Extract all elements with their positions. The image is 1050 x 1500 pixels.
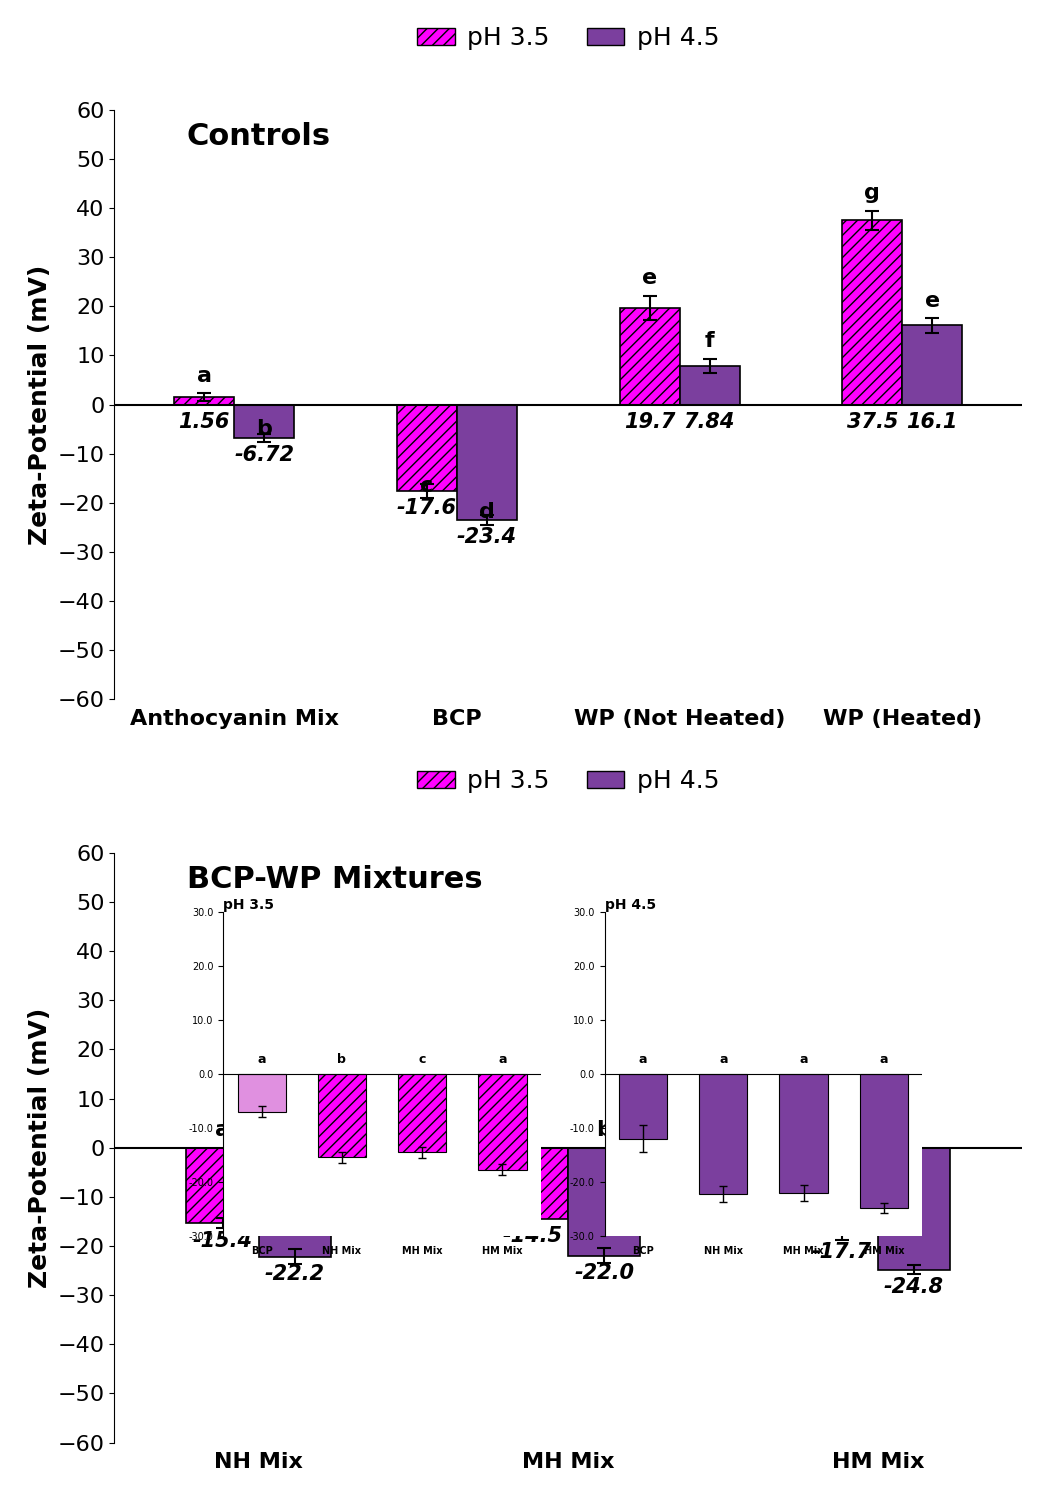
Text: -15.4: -15.4 — [192, 1230, 253, 1251]
Text: b: b — [596, 1120, 612, 1140]
Text: c: c — [420, 476, 434, 496]
Text: a: a — [525, 1120, 540, 1140]
Text: c: c — [835, 1120, 848, 1140]
Text: g: g — [864, 183, 880, 203]
Text: BCP-WP Mixtures: BCP-WP Mixtures — [187, 864, 482, 894]
Text: -23.4: -23.4 — [457, 526, 517, 548]
Bar — [842, 220, 902, 405]
Y-axis label: Zeta-Potential (mV): Zeta-Potential (mV) — [27, 264, 51, 544]
Text: -14.5: -14.5 — [502, 1227, 562, 1246]
Text: -24.8: -24.8 — [884, 1276, 944, 1298]
Bar — [258, 1148, 331, 1257]
Bar — [902, 326, 962, 405]
Text: 1.56: 1.56 — [178, 413, 230, 432]
Text: Controls: Controls — [187, 122, 331, 150]
Text: a: a — [215, 1120, 230, 1140]
Text: 37.5: 37.5 — [846, 413, 898, 432]
Legend: pH 3.5, pH 4.5: pH 3.5, pH 4.5 — [407, 16, 730, 60]
Text: d: d — [906, 1120, 922, 1140]
Bar — [496, 1148, 568, 1220]
Text: -22.0: -22.0 — [574, 1263, 634, 1282]
Text: f: f — [705, 332, 714, 351]
Text: d: d — [479, 503, 495, 522]
Bar — [457, 405, 517, 519]
Text: 16.1: 16.1 — [906, 413, 958, 432]
Y-axis label: Zeta-Potential (mV): Zeta-Potential (mV) — [27, 1008, 51, 1288]
Text: e: e — [642, 268, 657, 288]
Text: b: b — [287, 1120, 302, 1140]
Text: -17.7: -17.7 — [812, 1242, 871, 1262]
Legend: pH 3.5, pH 4.5: pH 3.5, pH 4.5 — [407, 759, 730, 802]
Text: a: a — [196, 366, 212, 386]
Bar — [679, 366, 739, 405]
Text: -6.72: -6.72 — [234, 446, 294, 465]
Bar — [805, 1148, 878, 1234]
Bar — [174, 398, 234, 405]
Text: b: b — [256, 419, 272, 440]
Bar — [397, 405, 457, 490]
Bar — [187, 1148, 258, 1224]
Bar — [878, 1148, 950, 1269]
Text: 7.84: 7.84 — [684, 413, 735, 432]
Text: -17.6: -17.6 — [397, 498, 457, 519]
Text: 19.7: 19.7 — [624, 413, 675, 432]
Bar — [620, 308, 679, 405]
Text: -22.2: -22.2 — [265, 1264, 324, 1284]
Text: e: e — [925, 291, 940, 310]
Bar — [568, 1148, 640, 1256]
Bar — [234, 405, 294, 438]
